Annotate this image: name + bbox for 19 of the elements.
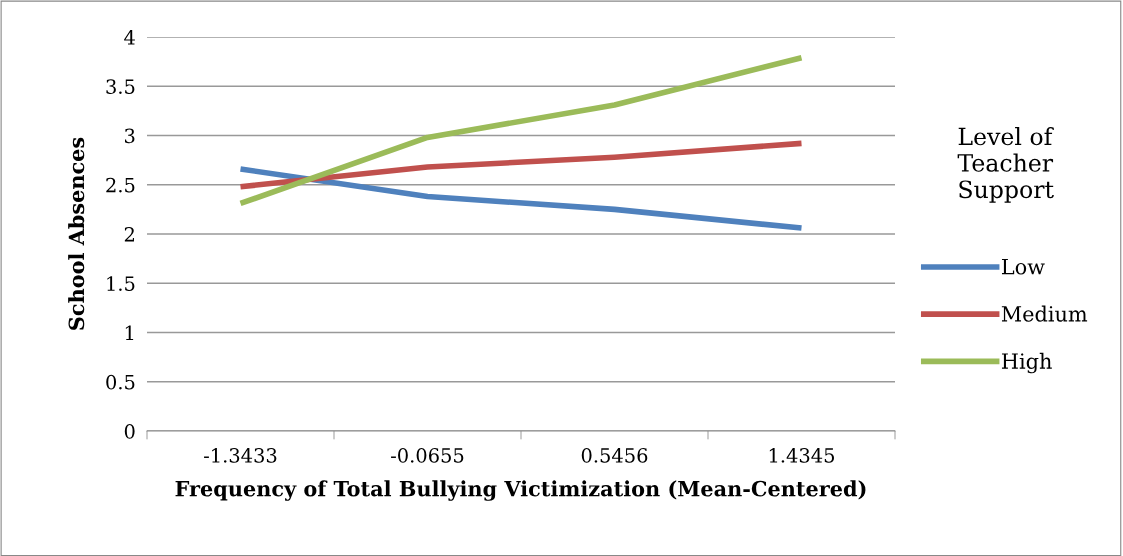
y-tick-label: 4	[124, 29, 135, 45]
x-axis-title: Frequency of Total Bullying Victimization (Mean-Centered)	[175, 480, 866, 501]
y-tick-label: 0.5	[106, 374, 135, 390]
x-tick-label: 1.4345	[769, 448, 835, 463]
y-tick-label: 1.5	[107, 276, 135, 291]
y-tick-label: 0	[124, 423, 135, 439]
y-tick-label: 2.5	[106, 177, 135, 193]
legend-label: Medium	[1001, 305, 1088, 322]
legend-label: High	[1001, 352, 1052, 374]
legend-title: Level of Teacher Support	[957, 127, 1054, 203]
y-tick-label: 2	[124, 226, 134, 242]
y-tick-label: 1	[125, 325, 134, 340]
y-tick-label: 3	[125, 128, 135, 144]
x-tick-label: 0.5456	[581, 448, 648, 463]
y-tick-label: 3.5	[106, 79, 135, 94]
legend-label: Low	[1001, 259, 1045, 275]
x-tick-label: -1.3433	[204, 448, 277, 463]
x-tick-label: -0.0655	[391, 448, 464, 463]
y-axis-title: School Absences	[68, 137, 85, 330]
